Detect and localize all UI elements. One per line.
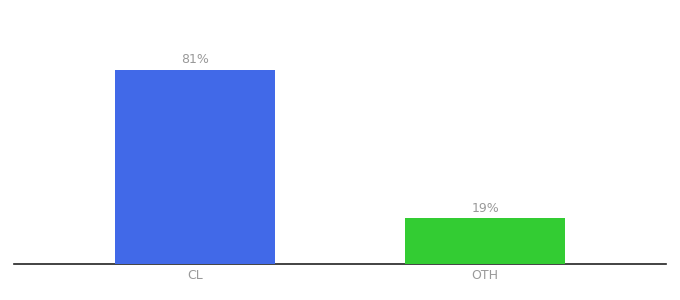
Bar [115,70,275,264]
Bar [405,218,565,264]
Text: 81%: 81% [181,53,209,66]
Text: 19%: 19% [471,202,499,215]
